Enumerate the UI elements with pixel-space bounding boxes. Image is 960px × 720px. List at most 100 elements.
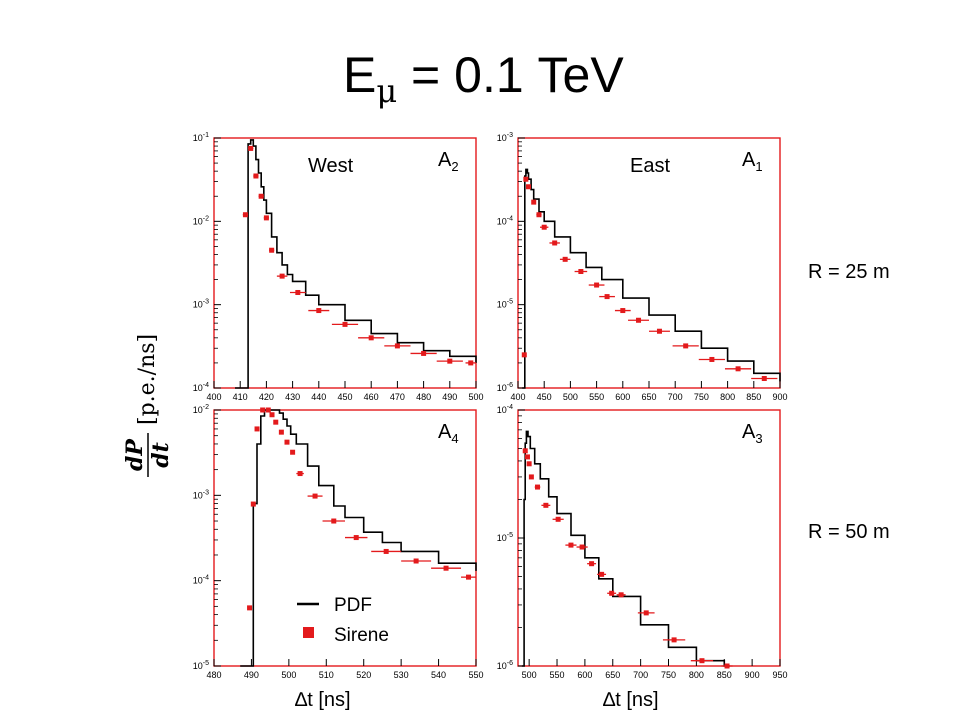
y-tick-exponent: -4 bbox=[507, 215, 513, 222]
sirene-data-point bbox=[604, 294, 610, 300]
slide-title: Eμ = 0.1 TeV bbox=[343, 47, 624, 110]
panel-tag: A3 bbox=[742, 421, 763, 446]
panel-tag-sub: 3 bbox=[755, 431, 762, 446]
legend-sirene-swatch bbox=[303, 627, 314, 638]
sirene-data-point bbox=[254, 426, 260, 432]
sirene-data-point bbox=[368, 335, 374, 341]
pdf-series-line bbox=[522, 168, 781, 389]
y-tick-label: 10-3 bbox=[497, 132, 513, 143]
y-tick-base: 10 bbox=[193, 576, 203, 586]
y-tick-exponent: -2 bbox=[203, 215, 209, 222]
sirene-data-point bbox=[541, 224, 547, 230]
y-tick-label: 10-4 bbox=[497, 404, 513, 415]
x-tick-label: 600 bbox=[577, 670, 592, 680]
sirene-data-point bbox=[620, 308, 626, 314]
legend: PDF Sirene bbox=[297, 595, 389, 646]
sirene-data-point bbox=[421, 350, 427, 356]
y-tick-label: 10-2 bbox=[193, 404, 209, 415]
sirene-data-point bbox=[579, 544, 585, 550]
x-tick-label: 410 bbox=[233, 392, 248, 402]
panel-tag: A1 bbox=[742, 149, 763, 174]
sirene-data-point bbox=[447, 358, 453, 364]
y-tick-label: 10-4 bbox=[193, 575, 209, 586]
sirene-data-point bbox=[568, 542, 574, 548]
panel-tag: A4 bbox=[438, 421, 459, 446]
y-tick-label: 10-5 bbox=[497, 532, 513, 543]
sirene-data-point bbox=[316, 308, 322, 314]
y-axis-label: dP dt [p.e./ns] bbox=[122, 334, 174, 477]
sirene-data-point bbox=[521, 352, 527, 358]
x-tick-label: 470 bbox=[390, 392, 405, 402]
sirene-data-point bbox=[242, 212, 248, 218]
row-label-bottom: R = 50 m bbox=[808, 521, 890, 543]
y-tick-label: 10-5 bbox=[497, 299, 513, 310]
y-tick-label: 10-2 bbox=[193, 215, 209, 226]
sirene-data-point bbox=[248, 145, 254, 151]
sirene-data-point bbox=[589, 561, 595, 567]
x-tick-label: 420 bbox=[259, 392, 274, 402]
sirene-data-point bbox=[273, 419, 279, 425]
x-tick-label: 650 bbox=[605, 670, 620, 680]
y-tick-exponent: -6 bbox=[507, 660, 513, 667]
x-tick-label: 750 bbox=[661, 670, 676, 680]
y-tick-base: 10 bbox=[193, 405, 203, 415]
sirene-data-point bbox=[523, 176, 529, 182]
x-tick-label: 850 bbox=[717, 670, 732, 680]
sirene-data-point bbox=[269, 412, 275, 418]
sirene-data-point bbox=[312, 493, 318, 499]
y-tick-base: 10 bbox=[193, 133, 203, 143]
row-label-top: R = 25 m bbox=[808, 261, 890, 283]
sirene-data-point bbox=[643, 610, 649, 616]
sirene-data-point bbox=[609, 590, 615, 596]
y-tick-base: 10 bbox=[193, 661, 203, 671]
y-tick-exponent: -5 bbox=[507, 299, 513, 306]
x-tick-label: 530 bbox=[394, 670, 409, 680]
sirene-data-point bbox=[260, 407, 266, 413]
y-tick-label: 10-6 bbox=[497, 660, 513, 671]
x-tick-label: 550 bbox=[550, 670, 565, 680]
sirene-data-point bbox=[468, 360, 474, 366]
panel-tag: A2 bbox=[438, 149, 459, 174]
sirene-data-point bbox=[535, 484, 541, 490]
panel-region-label: West bbox=[308, 155, 354, 177]
y-tick-label: 10-5 bbox=[193, 660, 209, 671]
x-tick-label: 450 bbox=[537, 392, 552, 402]
panel-tag-main: A bbox=[742, 149, 756, 171]
x-axis-label-left: ∆t [ns] bbox=[295, 689, 351, 711]
panel-tag-main: A bbox=[742, 421, 756, 443]
sirene-data-point bbox=[525, 184, 531, 190]
legend-sirene-label: Sirene bbox=[334, 625, 389, 646]
sirene-data-point bbox=[279, 273, 285, 279]
sirene-data-point bbox=[263, 215, 269, 221]
y-tick-label: 10-3 bbox=[193, 489, 209, 500]
sirene-data-point bbox=[522, 448, 528, 454]
sirene-data-point bbox=[290, 449, 296, 455]
x-tick-label: 450 bbox=[337, 392, 352, 402]
x-tick-label: 550 bbox=[589, 392, 604, 402]
sirene-data-point bbox=[295, 289, 301, 295]
x-tick-label: 700 bbox=[668, 392, 683, 402]
x-tick-label: 400 bbox=[206, 392, 221, 402]
x-tick-label: 480 bbox=[416, 392, 431, 402]
y-tick-label: 10-4 bbox=[193, 382, 209, 393]
y-tick-base: 10 bbox=[497, 661, 507, 671]
sirene-data-point bbox=[671, 637, 677, 643]
x-tick-label: 750 bbox=[694, 392, 709, 402]
sirene-data-point bbox=[555, 516, 561, 522]
x-tick-label: 430 bbox=[285, 392, 300, 402]
sirene-data-point bbox=[466, 574, 472, 580]
sirene-data-point bbox=[552, 240, 558, 246]
y-tick-exponent: -4 bbox=[203, 382, 209, 389]
x-tick-label: 650 bbox=[641, 392, 656, 402]
y-tick-base: 10 bbox=[497, 533, 507, 543]
panel-tag-sub: 2 bbox=[451, 159, 458, 174]
sirene-data-point bbox=[342, 321, 348, 327]
y-tick-exponent: -5 bbox=[507, 532, 513, 539]
sirene-data-point bbox=[253, 173, 259, 179]
y-tick-label: 10-3 bbox=[193, 299, 209, 310]
title-main: E bbox=[343, 47, 376, 103]
x-tick-label: 480 bbox=[206, 670, 221, 680]
pdf-series-line bbox=[240, 409, 477, 667]
x-tick-label: 520 bbox=[356, 670, 371, 680]
